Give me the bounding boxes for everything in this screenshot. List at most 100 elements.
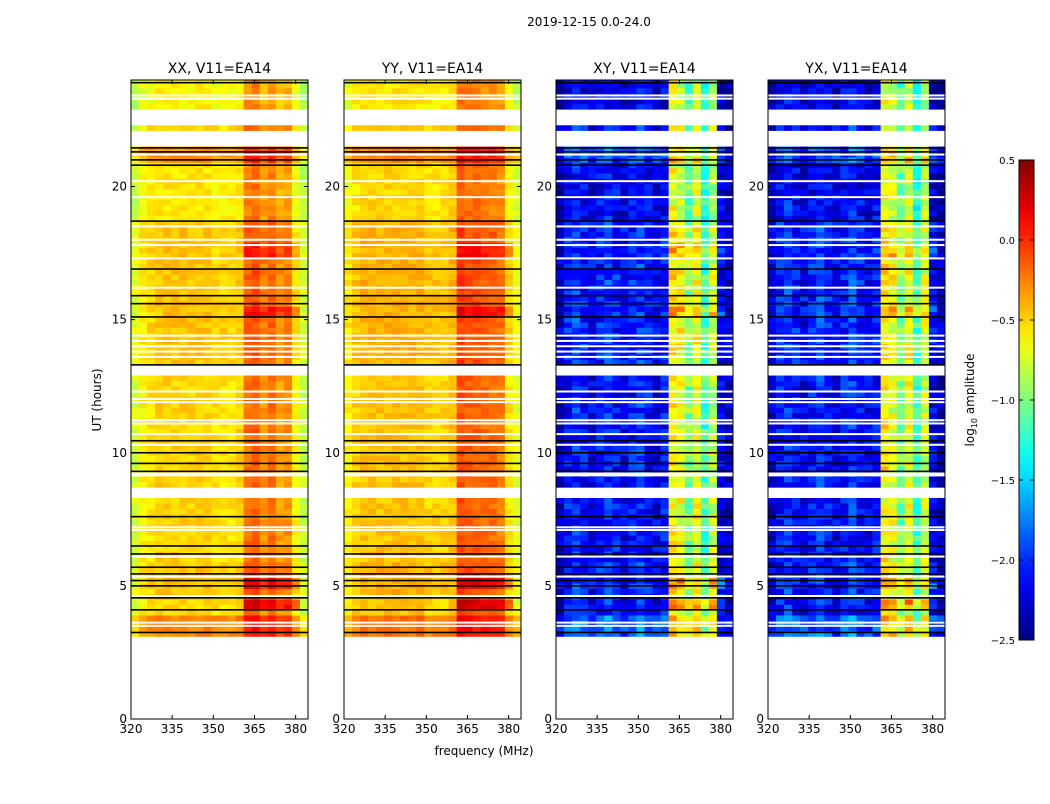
heatmap-cell bbox=[284, 328, 292, 334]
heatmap-cell bbox=[260, 200, 268, 206]
heatmap-cell bbox=[260, 567, 268, 573]
heatmap-cell bbox=[572, 589, 580, 595]
heatmap-cell bbox=[457, 104, 465, 110]
heatmap-cell bbox=[147, 88, 155, 94]
heatmap-cell bbox=[604, 599, 612, 605]
heatmap-cell bbox=[513, 104, 521, 110]
heatmap-cell bbox=[352, 376, 360, 382]
heatmap-cell bbox=[284, 210, 292, 216]
heatmap-cell bbox=[473, 83, 481, 89]
heatmap-cell bbox=[465, 274, 473, 280]
heatmap-cell bbox=[244, 503, 252, 509]
heatmap-cell bbox=[457, 535, 465, 541]
heatmap-cell bbox=[139, 376, 147, 382]
heatmap-cell bbox=[433, 413, 441, 419]
heatmap-cell bbox=[505, 173, 513, 179]
heatmap-cell bbox=[400, 83, 408, 89]
flagged-row-white bbox=[131, 257, 308, 259]
heatmap-cell bbox=[481, 509, 489, 515]
heatmap-cell bbox=[292, 88, 300, 94]
heatmap-cell bbox=[384, 317, 392, 323]
heatmap-cell bbox=[368, 376, 376, 382]
heatmap-cell bbox=[344, 535, 352, 541]
heatmap-cell bbox=[424, 519, 432, 525]
heatmap-cell bbox=[588, 599, 596, 605]
heatmap-cell bbox=[465, 205, 473, 211]
heatmap-cell bbox=[179, 104, 187, 110]
heatmap-cell bbox=[300, 376, 308, 382]
heatmap-cell bbox=[236, 189, 244, 195]
heatmap-cell bbox=[344, 477, 352, 483]
heatmap-cell bbox=[187, 210, 195, 216]
heatmap-cell bbox=[163, 83, 171, 89]
heatmap-cell bbox=[497, 615, 505, 621]
heatmap-cell bbox=[376, 274, 384, 280]
heatmap-cell bbox=[408, 498, 416, 504]
heatmap-cell bbox=[163, 317, 171, 323]
heatmap-cell bbox=[252, 232, 260, 238]
heatmap-cell bbox=[441, 184, 449, 190]
flagged-row-white bbox=[131, 401, 308, 403]
heatmap-cell bbox=[725, 546, 733, 552]
flagged-row-white bbox=[131, 398, 308, 400]
heatmap-cell bbox=[392, 519, 400, 525]
flagged-row-black bbox=[344, 452, 521, 454]
heatmap-cell bbox=[155, 189, 163, 195]
heatmap-cell bbox=[457, 189, 465, 195]
heatmap-cell bbox=[392, 205, 400, 211]
heatmap-cell bbox=[620, 498, 628, 504]
heatmap-cell bbox=[497, 535, 505, 541]
flagged-row-white bbox=[131, 340, 308, 342]
heatmap-cell bbox=[211, 322, 219, 328]
heatmap-cell bbox=[171, 567, 179, 573]
heatmap-cell bbox=[725, 535, 733, 541]
heatmap-cell bbox=[260, 125, 268, 131]
heatmap-cell bbox=[260, 296, 268, 302]
heatmap-cell bbox=[284, 269, 292, 275]
heatmap-cell bbox=[392, 232, 400, 238]
heatmap-cell bbox=[564, 615, 572, 621]
heatmap-cell bbox=[481, 296, 489, 302]
heatmap-cell bbox=[147, 589, 155, 595]
heatmap-cell bbox=[139, 184, 147, 190]
heatmap-cell bbox=[171, 503, 179, 509]
heatmap-cell bbox=[344, 210, 352, 216]
heatmap-cell bbox=[645, 615, 653, 621]
heatmap-cell bbox=[292, 503, 300, 509]
heatmap-cell bbox=[588, 535, 596, 541]
heatmap-cell bbox=[203, 519, 211, 525]
heatmap-cell bbox=[701, 482, 709, 488]
heatmap-cell bbox=[505, 168, 513, 174]
heatmap-cell bbox=[376, 615, 384, 621]
heatmap-cell bbox=[457, 269, 465, 275]
heatmap-cell bbox=[228, 509, 236, 515]
heatmap-cell bbox=[424, 125, 432, 131]
flagged-row-black bbox=[344, 553, 521, 555]
heatmap-cell bbox=[497, 546, 505, 552]
heatmap-cell bbox=[252, 509, 260, 515]
heatmap-cell bbox=[131, 567, 139, 573]
heatmap-cell bbox=[203, 83, 211, 89]
heatmap-cell bbox=[352, 317, 360, 323]
heatmap-cell bbox=[252, 546, 260, 552]
heatmap-cell bbox=[360, 248, 368, 254]
heatmap-cell bbox=[513, 503, 521, 509]
heatmap-cell bbox=[384, 248, 392, 254]
heatmap-cell bbox=[236, 519, 244, 525]
heatmap-cell bbox=[252, 519, 260, 525]
heatmap-cell bbox=[513, 269, 521, 275]
heatmap-cell bbox=[228, 322, 236, 328]
heatmap-cell bbox=[344, 615, 352, 621]
flagged-row-black bbox=[131, 220, 308, 222]
heatmap-cell bbox=[220, 83, 228, 89]
heatmap-cell bbox=[580, 519, 588, 525]
heatmap-cell bbox=[171, 610, 179, 616]
heatmap-cell bbox=[497, 125, 505, 131]
heatmap-cell bbox=[465, 455, 473, 461]
heatmap-cell bbox=[195, 503, 203, 509]
heatmap-cell bbox=[513, 322, 521, 328]
heatmap-cell bbox=[400, 589, 408, 595]
heatmap-cell bbox=[179, 381, 187, 387]
heatmap-cell bbox=[564, 535, 572, 541]
heatmap-cell bbox=[408, 200, 416, 206]
